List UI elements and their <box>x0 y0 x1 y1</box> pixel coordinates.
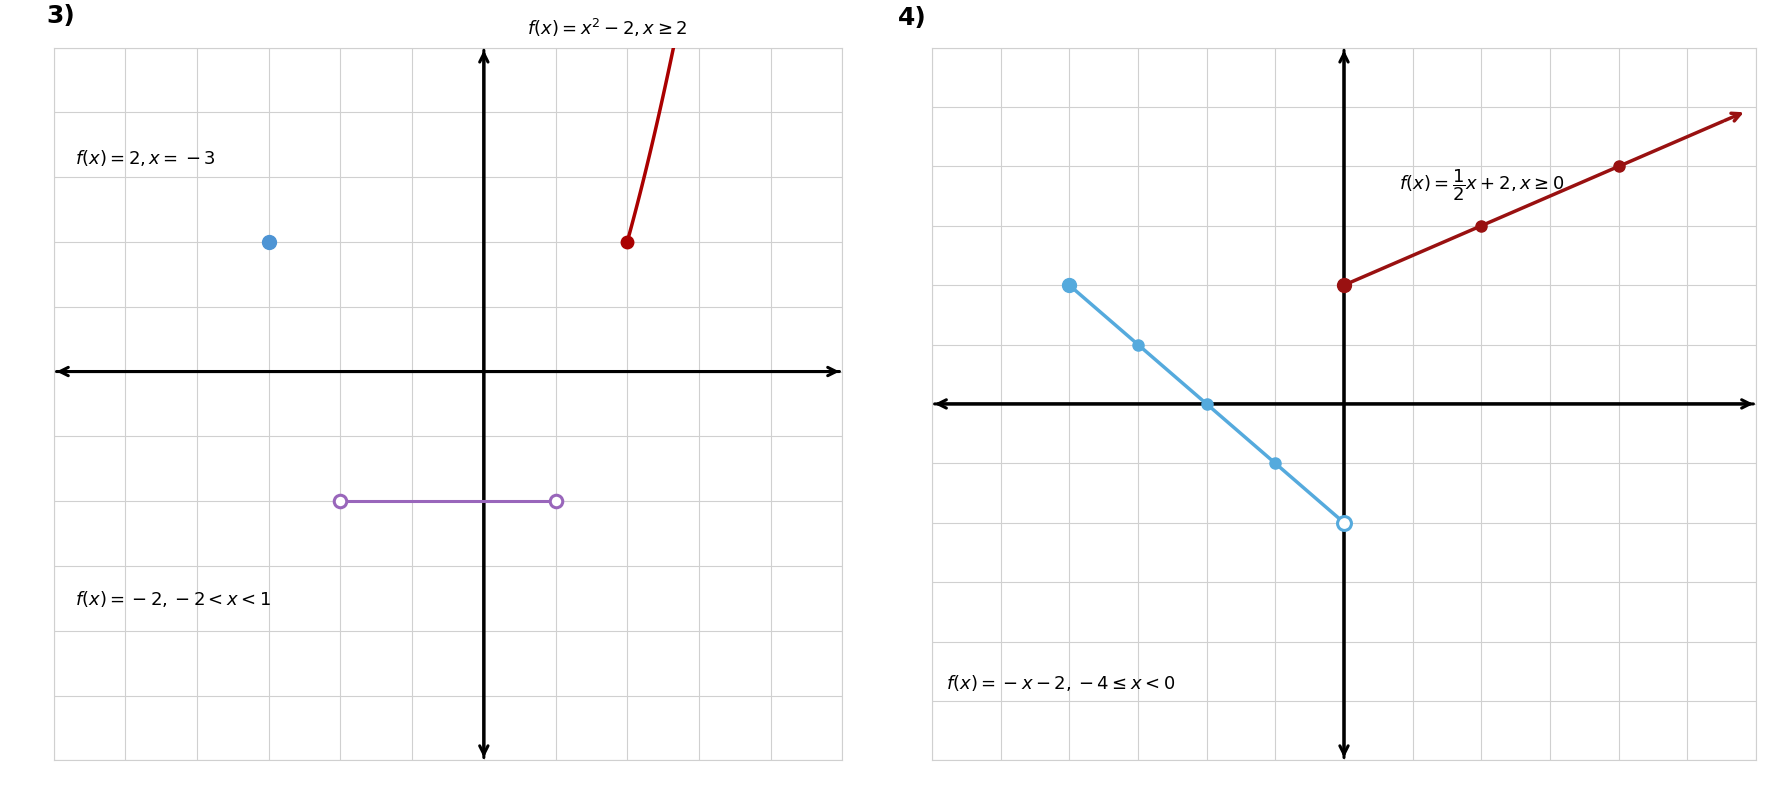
Text: 4): 4) <box>898 6 926 29</box>
Text: $f(x) = x^2 - 2, x \geq 2$: $f(x) = x^2 - 2, x \geq 2$ <box>527 17 688 39</box>
Text: $f(x) = \dfrac{1}{2}x + 2, x \geq 0$: $f(x) = \dfrac{1}{2}x + 2, x \geq 0$ <box>1400 167 1564 203</box>
Text: $f(x) = -x - 2, -4 \leq x < 0$: $f(x) = -x - 2, -4 \leq x < 0$ <box>946 673 1176 693</box>
Text: 3): 3) <box>47 4 75 28</box>
Text: $f(x) = 2, x = -3$: $f(x) = 2, x = -3$ <box>75 148 215 168</box>
Text: $f(x) = -2, -2 < x < 1$: $f(x) = -2, -2 < x < 1$ <box>75 588 271 609</box>
